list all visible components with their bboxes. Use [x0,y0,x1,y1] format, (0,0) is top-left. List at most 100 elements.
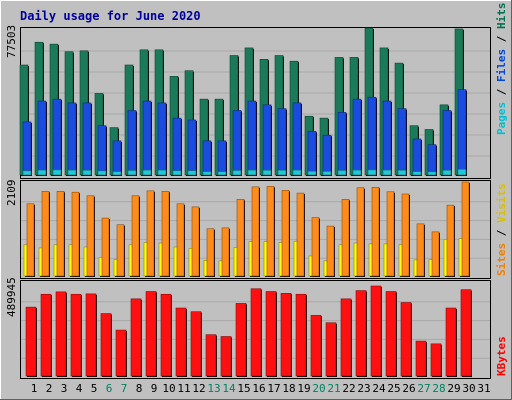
bar-sites-day-14-fill [221,227,230,277]
bar-files-day-16 [247,100,257,176]
bar-sites-day-15-fill [236,199,245,277]
bar-kbytes-day-6-fill [100,313,112,377]
bar-pages-day-22 [337,170,347,176]
bar-kbytes-day-27-fill [415,340,427,377]
bar-pages-day-29-fill [442,169,452,176]
bar-files-day-28-fill [427,144,437,176]
bar-sites-day-2-fill [41,191,50,277]
legend-item: / [495,29,508,49]
x-tick-label-day-30: 30 [462,382,475,395]
bar-kbytes-day-25 [385,291,397,377]
bar-files-day-2-fill [37,100,47,176]
bar-sites-day-21-fill [326,225,335,277]
x-tick-label-day-4: 4 [76,382,83,395]
bar-files-day-22 [337,112,347,176]
bar-pages-day-23-fill [352,169,362,176]
bar-files-day-21 [322,134,332,176]
bar-pages-day-6-fill [97,170,107,176]
bar-sites-day-30-fill [461,181,470,277]
bar-pages-day-3 [52,169,62,176]
bar-files-day-18 [277,108,287,176]
legend-panel-3: KBytes [495,336,508,376]
bar-kbytes-day-5-fill [85,293,97,377]
bar-sites-day-28 [431,231,440,277]
chart-title: Daily usage for June 2020 [20,9,201,23]
bar-files-day-7-fill [112,140,122,176]
bar-pages-day-24-fill [367,169,377,176]
bar-kbytes-day-4 [70,293,82,377]
bar-kbytes-day-25-fill [385,291,397,377]
bar-sites-day-9 [146,190,155,277]
bar-sites-day-6-fill [101,217,110,277]
bar-sites-day-26 [401,193,410,277]
bar-files-day-27-fill [412,138,422,176]
bar-kbytes-day-11 [175,307,187,377]
bar-pages-day-28-fill [427,171,437,176]
bar-pages-day-26 [397,169,407,176]
bar-pages-day-29 [442,169,452,176]
bar-kbytes-day-12-fill [190,311,202,377]
x-tick-label-day-24: 24 [372,382,386,395]
bar-sites-day-16 [251,186,260,277]
bar-pages-day-15-fill [232,170,242,176]
bar-pages-day-19 [292,169,302,176]
bar-pages-day-21 [322,171,332,176]
legend-item: Hits [495,3,508,30]
bar-pages-day-28 [427,171,437,176]
bar-files-day-24 [367,96,377,176]
bar-kbytes-day-15 [235,303,247,377]
bar-kbytes-day-10-fill [160,293,172,377]
bar-sites-day-4 [71,191,80,277]
bar-files-day-21-fill [322,134,332,176]
bar-kbytes-day-13-fill [205,334,217,377]
bar-kbytes-day-4-fill [70,293,82,377]
x-tick-label-day-22: 22 [342,382,355,395]
x-tick-label-day-23: 23 [357,382,370,395]
bar-kbytes-day-24 [370,285,382,377]
bar-pages-day-2 [37,169,47,176]
bar-pages-day-19-fill [292,169,302,176]
bar-pages-day-18 [277,169,287,176]
bar-files-day-13-fill [202,140,212,176]
bar-files-day-24-fill [367,96,377,176]
bar-pages-day-13 [202,171,212,176]
bar-sites-day-19-fill [296,192,305,277]
bar-files-day-29 [442,110,452,176]
x-tick-label-day-13: 13 [207,382,220,395]
bar-sites-day-3-fill [56,191,65,277]
bar-sites-day-24 [371,187,380,277]
bar-kbytes-day-30 [460,289,472,377]
bar-files-day-30-fill [457,89,467,176]
bar-files-day-2 [37,100,47,176]
x-tick-label-day-16: 16 [252,382,265,395]
bar-files-day-15 [232,110,242,176]
bar-sites-day-27 [416,223,425,277]
bar-sites-day-12 [191,206,200,277]
bar-pages-day-30 [457,169,467,176]
bar-kbytes-day-21-fill [325,322,337,377]
bar-files-day-6-fill [97,125,107,176]
bar-kbytes-day-12 [190,311,202,377]
bar-kbytes-day-26 [400,302,412,377]
bar-pages-day-27-fill [412,171,422,176]
bar-pages-day-10-fill [157,169,167,176]
bar-pages-day-16 [247,169,257,176]
bar-sites-day-5 [86,195,95,277]
bar-kbytes-day-2-fill [40,293,52,377]
bar-kbytes-day-2 [40,293,52,377]
bar-pages-day-23 [352,169,362,176]
bar-pages-day-18-fill [277,169,287,176]
bar-files-day-25-fill [382,100,392,176]
bar-sites-day-22 [341,199,350,277]
bar-files-day-25 [382,100,392,176]
bar-kbytes-day-6 [100,313,112,377]
bar-files-day-1-fill [22,121,32,176]
bar-files-day-4-fill [67,102,77,176]
bar-kbytes-day-16 [250,288,262,377]
bar-files-day-12-fill [187,119,197,176]
bar-files-day-20-fill [307,131,317,176]
bar-sites-day-29-fill [446,204,455,277]
bar-files-day-5 [82,102,92,176]
bar-pages-day-17-fill [262,169,272,176]
